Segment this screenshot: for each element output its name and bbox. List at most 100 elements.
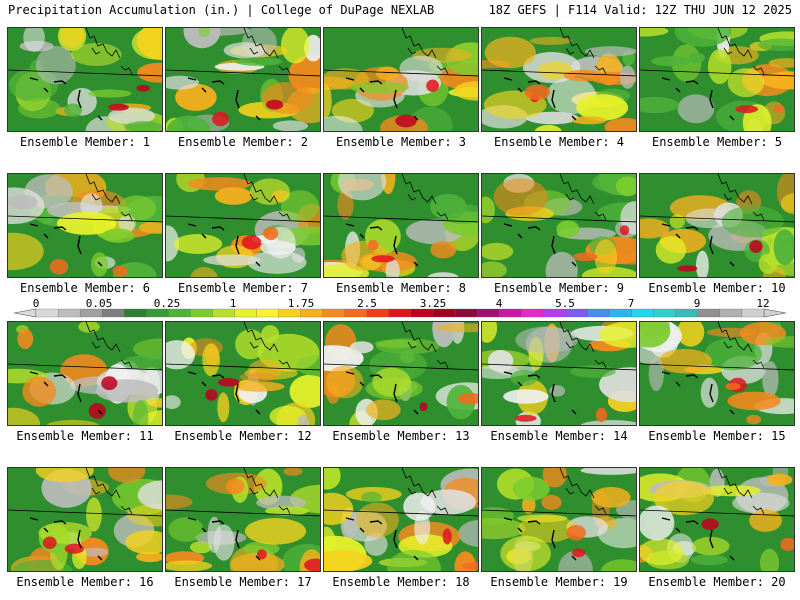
ensemble-member-map	[481, 467, 637, 572]
ensemble-member-label: Ensemble Member: 10	[648, 281, 786, 295]
colorbar-segment	[57, 308, 81, 318]
colorbar-segment	[322, 308, 346, 318]
ensemble-member-label: Ensemble Member: 17	[174, 575, 312, 589]
colorbar-tick-label: 3.25	[419, 297, 447, 310]
precipitation-field	[640, 468, 794, 571]
colorbar-segment	[278, 308, 302, 318]
colorbar-segment	[102, 308, 125, 318]
ensemble-member-map	[481, 27, 637, 132]
colorbar-segment	[675, 308, 699, 318]
colorbar-segment	[190, 308, 213, 318]
precipitation-field	[324, 322, 478, 425]
ensemble-member-label: Ensemble Member: 2	[177, 135, 309, 149]
colorbar-tick-label: 4	[495, 297, 503, 310]
colorbar-tick-label: 12	[756, 297, 770, 310]
ensemble-member-map	[323, 467, 479, 572]
ensemble-member-label: Ensemble Member: 11	[16, 429, 154, 443]
colorbar-tick-label: 9	[693, 297, 701, 310]
colorbar-segment	[499, 308, 522, 318]
ensemble-member-label: Ensemble Member: 7	[177, 281, 309, 295]
colorbar-segment	[124, 308, 147, 318]
colorbar-max-arrow	[763, 308, 787, 318]
ensemble-member-map	[7, 321, 163, 426]
precipitation-field	[640, 322, 794, 425]
ensemble-member-label: Ensemble Member: 13	[332, 429, 470, 443]
ensemble-member-map	[323, 27, 479, 132]
colorbar-segment	[454, 308, 478, 318]
colorbar-segment	[653, 308, 677, 318]
ensemble-member-map	[639, 321, 795, 426]
colorbar-segment	[609, 308, 633, 318]
colorbar-segment	[79, 308, 103, 318]
ensemble-member-map	[323, 321, 479, 426]
ensemble-member-label: Ensemble Member: 14	[490, 429, 628, 443]
ensemble-member-map	[481, 173, 637, 278]
ensemble-member-label: Ensemble Member: 18	[332, 575, 470, 589]
ensemble-member-map	[481, 321, 637, 426]
ensemble-member-label: Ensemble Member: 12	[174, 429, 312, 443]
ensemble-member-map	[7, 27, 163, 132]
precipitation-field	[166, 28, 320, 131]
ensemble-member-map	[639, 173, 795, 278]
precipitation-field	[640, 174, 794, 277]
precipitation-field	[324, 28, 478, 131]
colorbar-segment	[344, 308, 368, 318]
ensemble-member-label: Ensemble Member: 8	[335, 281, 467, 295]
colorbar-segment	[168, 308, 191, 318]
colorbar-min-arrow	[13, 308, 37, 318]
ensemble-member-label: Ensemble Member: 3	[335, 135, 467, 149]
colorbar-segment	[256, 308, 280, 318]
ensemble-member-label: Ensemble Member: 20	[648, 575, 786, 589]
ensemble-member-map	[165, 173, 321, 278]
precipitation-field	[324, 468, 478, 571]
precipitation-field	[8, 28, 162, 131]
ensemble-member-map	[165, 467, 321, 572]
precipitation-colorbar: 0 0.05 0.25 1 1.75 2.5 3.25 4 5.5 7 9 12	[0, 297, 800, 319]
ensemble-member-label: Ensemble Member: 15	[648, 429, 786, 443]
colorbar-segment	[565, 308, 588, 318]
colorbar-segment	[741, 308, 765, 318]
colorbar-graphic	[13, 308, 787, 318]
precipitation-field	[166, 322, 320, 425]
precipitation-field	[482, 468, 636, 571]
colorbar-segment	[388, 308, 412, 318]
colorbar-segment	[697, 308, 721, 318]
colorbar-segment	[719, 308, 743, 318]
colorbar-segment	[366, 308, 390, 318]
ensemble-member-label: Ensemble Member: 1	[19, 135, 151, 149]
ensemble-member-map	[165, 27, 321, 132]
colorbar-segment	[631, 308, 655, 318]
colorbar-segment	[543, 308, 566, 318]
colorbar-segment	[234, 308, 258, 318]
ensemble-member-label: Ensemble Member: 19	[490, 575, 628, 589]
precipitation-field	[166, 468, 320, 571]
header-title: Precipitation Accumulation (in.) | Colle…	[8, 3, 435, 17]
colorbar-tick-label: 1	[229, 297, 237, 310]
precipitation-field	[640, 28, 794, 131]
colorbar-tick-label: 5.5	[555, 297, 575, 310]
colorbar-segment	[432, 308, 456, 318]
colorbar-segment	[587, 308, 611, 318]
colorbar-tick-label: 0.05	[85, 297, 113, 310]
colorbar-tick-label: 0	[32, 297, 40, 310]
precipitation-field	[324, 174, 478, 277]
colorbar-segment	[477, 308, 500, 318]
precipitation-field	[8, 468, 162, 571]
colorbar-segment	[521, 308, 544, 318]
colorbar-segment	[300, 308, 324, 318]
colorbar-segment	[212, 308, 235, 318]
colorbar-segment	[410, 308, 434, 318]
precipitation-field	[166, 174, 320, 277]
ensemble-member-label: Ensemble Member: 16	[16, 575, 154, 589]
ensemble-member-label: Ensemble Member: 5	[651, 135, 783, 149]
colorbar-segment	[35, 308, 59, 318]
colorbar-segment	[146, 308, 169, 318]
ensemble-member-map	[7, 173, 163, 278]
colorbar-tick-label: 7	[627, 297, 635, 310]
ensemble-member-label: Ensemble Member: 9	[493, 281, 625, 295]
ensemble-member-map	[165, 321, 321, 426]
precipitation-field	[482, 322, 636, 425]
colorbar-tick-label: 1.75	[287, 297, 315, 310]
header-valid-time: 18Z GEFS | F114 Valid: 12Z THU JUN 12 20…	[488, 3, 792, 17]
colorbar-tick-label: 0.25	[153, 297, 181, 310]
